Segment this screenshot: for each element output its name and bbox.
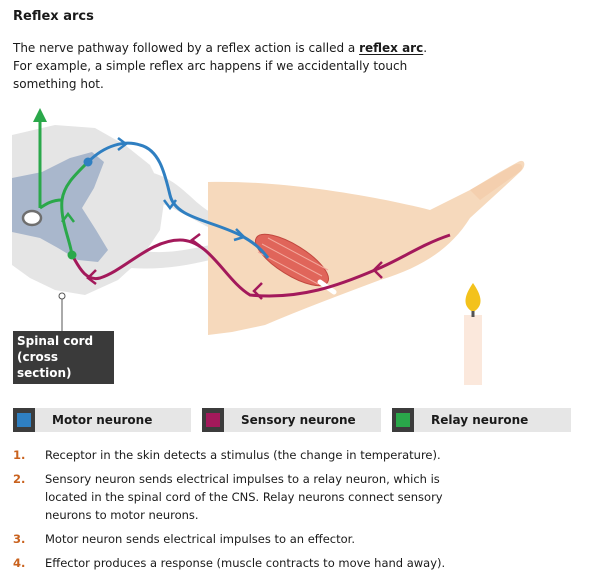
- reflex-arc-link[interactable]: reflex arc: [359, 41, 424, 55]
- spinal-cord-label: Spinal cord (cross section): [13, 331, 114, 384]
- step-text: Motor neuron sends electrical impulses t…: [45, 532, 355, 546]
- step-number: 4.: [13, 556, 26, 570]
- synapse-sensory-relay: [67, 250, 77, 260]
- legend-motor-label: Motor neurone: [52, 413, 153, 427]
- legend-sensory-label: Sensory neurone: [241, 413, 356, 427]
- sensory-arrow: [189, 233, 201, 247]
- candle-flame: [465, 283, 481, 312]
- step-item: 3. Motor neuron sends electrical impulse…: [13, 530, 453, 548]
- candle-body: [464, 315, 482, 385]
- motor-arrow: [117, 137, 129, 151]
- legend-sensory-swatch: [202, 408, 224, 432]
- sensory-arrow: [372, 261, 383, 279]
- step-text: Effector produces a response (muscle con…: [45, 556, 446, 570]
- motor-arrow: [163, 199, 177, 211]
- intro-paragraph: The nerve pathway followed by a reflex a…: [13, 39, 443, 93]
- central-canal: [21, 209, 43, 227]
- step-number: 1.: [13, 448, 26, 462]
- spinal-cord-white-matter: [12, 125, 165, 295]
- intro-text-before: The nerve pathway followed by a reflex a…: [13, 41, 360, 55]
- legend-sensory: Sensory neurone: [202, 408, 381, 432]
- steps-list: 1. Receptor in the skin detects a stimul…: [13, 446, 453, 578]
- candle-wick: [471, 311, 475, 317]
- synapse-relay-motor: [83, 157, 93, 167]
- motor-neurone-path: [86, 141, 270, 259]
- sensory-arrow: [252, 282, 263, 300]
- ventral-root: [130, 245, 210, 269]
- step-item: 4. Effector produces a response (muscle …: [13, 554, 453, 572]
- legend-relay-swatch: [392, 408, 414, 432]
- reflex-arc-diagram: [12, 108, 525, 385]
- legend-motor-swatch: [13, 408, 35, 432]
- step-number: 3.: [13, 532, 26, 546]
- spinal-cord-label-text: Spinal cord (cross section): [17, 334, 94, 380]
- legend-relay-label: Relay neurone: [431, 413, 529, 427]
- sensory-neurone-path: [70, 233, 451, 298]
- legend-relay: Relay neurone: [392, 408, 571, 432]
- legend-motor: Motor neurone: [13, 408, 191, 432]
- finger: [470, 163, 523, 200]
- motor-arrow: [233, 228, 247, 242]
- intro-text-after: . For example, a simple reflex arc happe…: [13, 41, 428, 91]
- label-pointer-dot: [58, 292, 66, 300]
- arm-skin: [208, 160, 525, 335]
- step-text: Receptor in the skin detects a stimulus …: [45, 448, 441, 462]
- dorsal-root: [150, 172, 210, 228]
- step-item: 2. Sensory neuron sends electrical impul…: [13, 470, 453, 524]
- sensory-arrow: [86, 269, 97, 285]
- relay-arrow: [61, 211, 75, 223]
- step-text: Sensory neuron sends electrical impulses…: [45, 472, 443, 522]
- step-number: 2.: [13, 472, 26, 486]
- spinal-cord-grey-matter: [12, 152, 108, 262]
- step-item: 1. Receptor in the skin detects a stimul…: [13, 446, 453, 464]
- page-title: Reflex arcs: [13, 9, 94, 24]
